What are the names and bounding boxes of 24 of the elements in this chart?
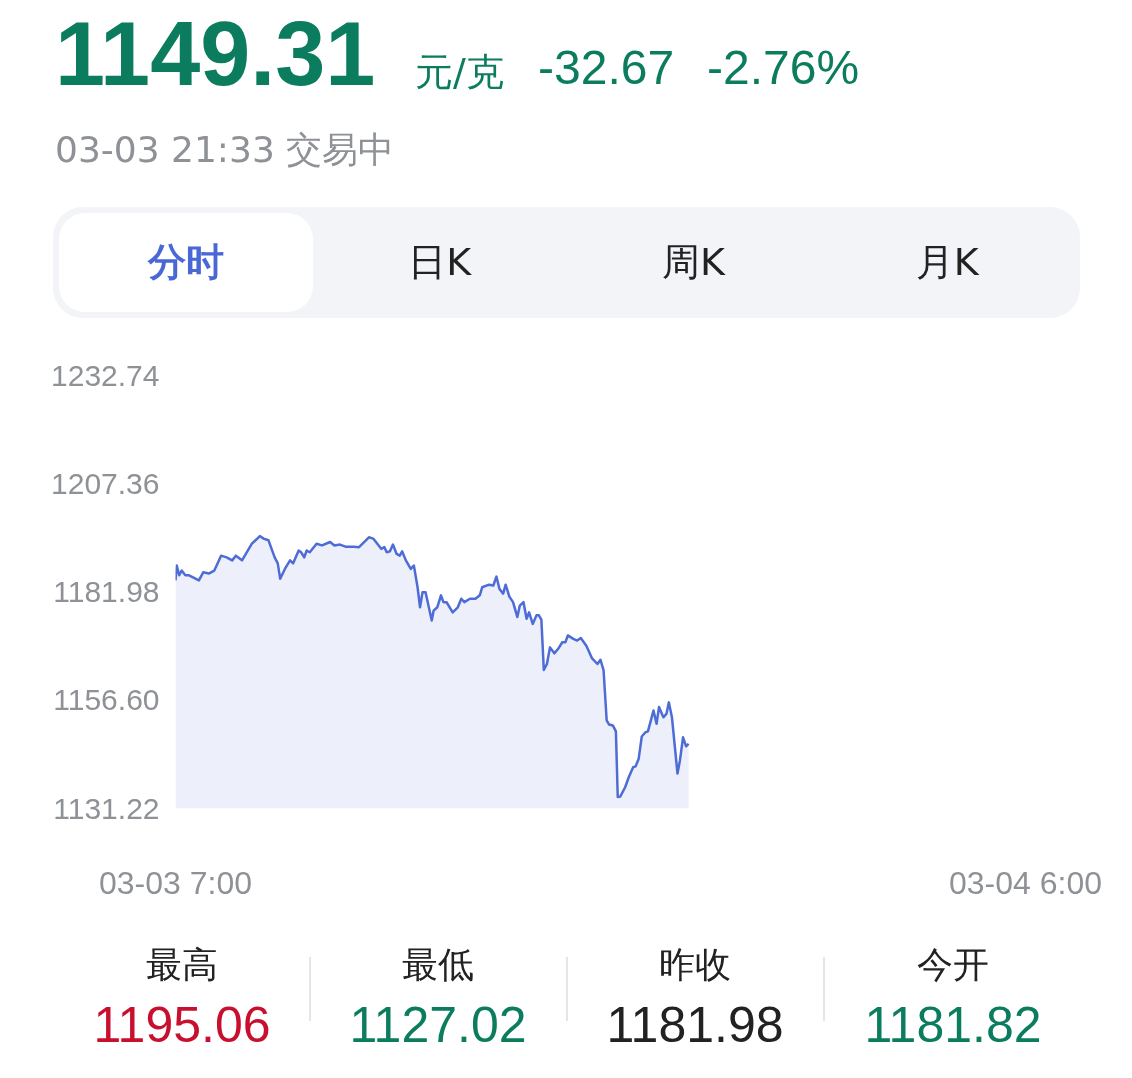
text: 1195.06 bbox=[92, 997, 272, 1053]
x-tick-label: 03-03 7:00 bbox=[98, 864, 253, 901]
text: 1127.02 bbox=[348, 997, 528, 1053]
y-tick-label: 1156.60 bbox=[53, 683, 160, 717]
text: 昨收 bbox=[658, 944, 732, 985]
text: 日K bbox=[312, 213, 567, 312]
text: 最低 bbox=[401, 944, 475, 985]
text: 最高 bbox=[145, 944, 219, 985]
text: 月K bbox=[820, 213, 1074, 312]
text: -32.67 bbox=[538, 41, 675, 94]
chart-title: 1149.31 bbox=[55, 4, 376, 104]
text: 今开 bbox=[916, 944, 990, 985]
y-tick-label: 1181.98 bbox=[53, 575, 160, 608]
chart-subtitle: 03-03 21:33 交易中 bbox=[55, 129, 395, 170]
text: 元/克 bbox=[415, 50, 504, 94]
text: 分时 bbox=[59, 213, 313, 312]
y-tick-label: 1207.36 bbox=[51, 466, 160, 500]
y-tick-label: 1131.22 bbox=[53, 791, 160, 825]
text: 1181.98 bbox=[605, 997, 785, 1053]
x-tick-label: 03-04 6:00 bbox=[948, 864, 1103, 901]
text: 1181.82 bbox=[863, 997, 1043, 1053]
y-tick-label: 1232.74 bbox=[51, 358, 160, 392]
text: -2.76% bbox=[707, 41, 860, 94]
text: 周K bbox=[566, 213, 821, 312]
